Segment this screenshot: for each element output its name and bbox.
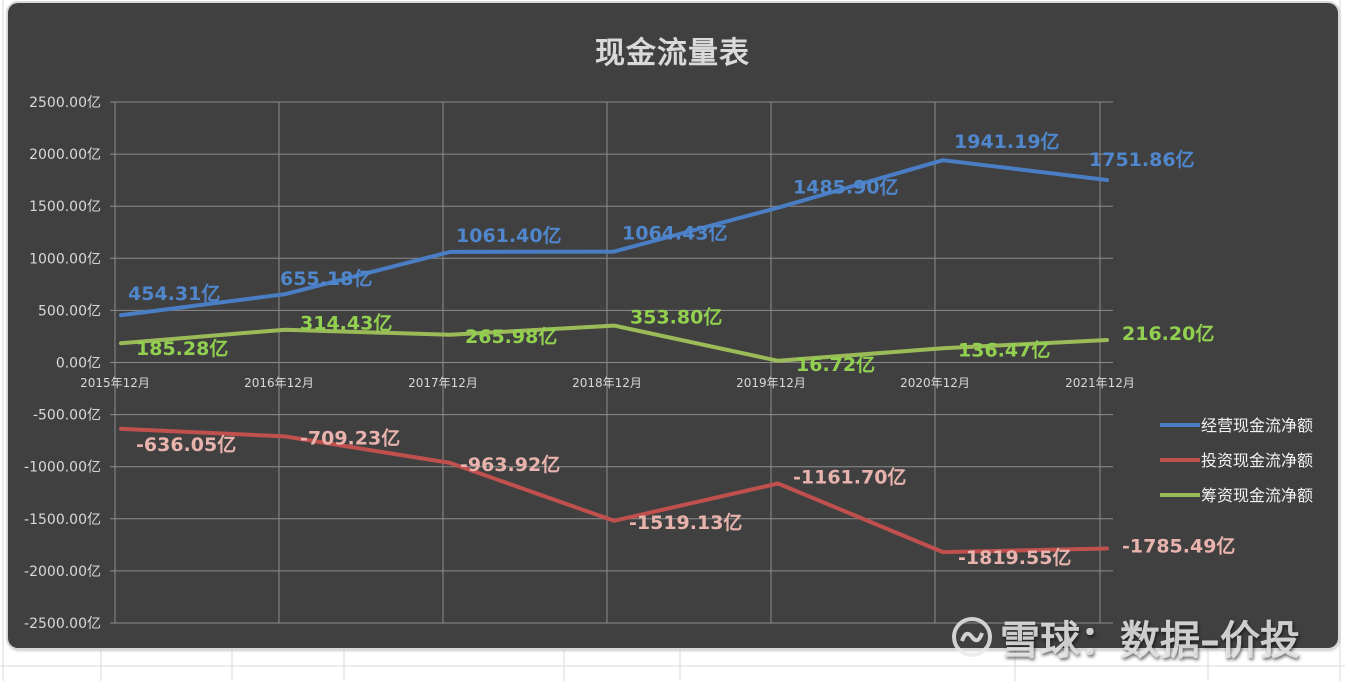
data-label: 136.47亿 (958, 338, 1050, 361)
x-tick-label: 2020年12月 (900, 376, 970, 390)
y-tick-label: -1000.00亿 (24, 460, 101, 476)
y-tick-label: -2000.00亿 (24, 564, 101, 580)
x-tick-label: 2016年12月 (244, 376, 314, 390)
data-label: 454.31亿 (128, 282, 220, 305)
series-line[interactable] (119, 158, 1109, 318)
y-tick-label: -2500.00亿 (24, 616, 101, 632)
data-label: -1785.49亿 (1122, 535, 1235, 558)
legend-label: 筹资现金流净额 (1201, 486, 1313, 505)
data-label: 353.80亿 (630, 306, 722, 329)
data-label: -1819.55亿 (958, 546, 1071, 569)
resize-handle-right[interactable] (1335, 318, 1345, 328)
series-line[interactable] (119, 323, 1109, 363)
data-label: 1485.90亿 (793, 176, 899, 199)
data-label: 1751.86亿 (1089, 148, 1195, 171)
data-label: 265.98亿 (465, 325, 557, 348)
resize-handle-bottom[interactable] (667, 645, 677, 655)
y-tick-label: 500.00亿 (38, 303, 101, 319)
data-label: 1941.19亿 (954, 130, 1060, 153)
data-label: -709.23亿 (300, 426, 400, 449)
x-tick-label: 2021年12月 (1065, 376, 1135, 390)
data-label: 655.18亿 (280, 267, 372, 290)
data-label: -636.05亿 (136, 433, 236, 456)
data-label: 16.72亿 (796, 353, 875, 376)
legend-item[interactable]: 投资现金流净额 (1160, 451, 1313, 470)
y-tick-label: 1500.00亿 (29, 199, 101, 215)
data-label: -1519.13亿 (629, 511, 742, 534)
y-tick-label: 2000.00亿 (29, 147, 101, 163)
legend-item[interactable]: 筹资现金流净额 (1160, 486, 1313, 505)
series-3 (119, 323, 1109, 363)
series-1 (119, 158, 1109, 318)
data-label: 314.43亿 (300, 312, 392, 335)
data-label: -1161.70亿 (793, 466, 906, 489)
y-tick-label: -500.00亿 (33, 408, 101, 424)
data-label: 216.20亿 (1122, 322, 1214, 345)
y-tick-label: 1000.00亿 (29, 251, 101, 267)
x-tick-label: 2018年12月 (572, 376, 642, 390)
y-tick-label: 0.00亿 (56, 356, 101, 372)
resize-handle-left[interactable] (3, 318, 13, 328)
xueqiu-logo-icon (952, 617, 992, 657)
x-tick-label: 2015年12月 (80, 376, 150, 390)
legend-label: 经营现金流净额 (1201, 416, 1313, 435)
chart-area[interactable] (8, 3, 1338, 648)
chart-title: 现金流量表 (595, 36, 750, 71)
watermark-text: 雪球：数据–价投 (1000, 618, 1300, 664)
y-tick-label: 2500.00亿 (29, 95, 101, 111)
data-label: 1061.40亿 (456, 224, 562, 247)
x-tick-label: 2019年12月 (736, 376, 806, 390)
data-label: 185.28亿 (136, 337, 228, 360)
watermark: 雪球：数据–价投 (950, 612, 1300, 664)
series-2 (119, 426, 1109, 555)
data-label: 1064.43亿 (622, 222, 728, 245)
resize-handle-top[interactable] (667, 0, 677, 10)
series-line[interactable] (119, 426, 1109, 555)
legend-item[interactable]: 经营现金流净额 (1160, 416, 1313, 435)
legend-label: 投资现金流净额 (1201, 451, 1313, 470)
x-tick-label: 2017年12月 (408, 376, 478, 390)
y-tick-label: -1500.00亿 (24, 512, 101, 528)
data-label: -963.92亿 (460, 453, 560, 476)
